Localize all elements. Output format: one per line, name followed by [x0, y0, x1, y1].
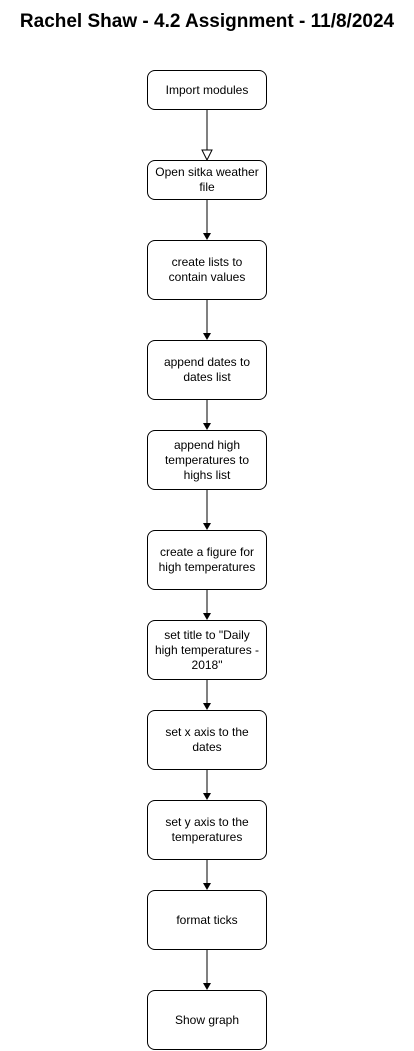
arrowhead-10	[203, 983, 211, 990]
open-arrowhead-1	[201, 149, 213, 162]
step-create-figure: create a figure for high temperatures	[147, 530, 267, 590]
arrowhead-8	[203, 793, 211, 800]
arrowhead-7	[203, 703, 211, 710]
step-set-title: set title to "Daily high temperatures - …	[147, 620, 267, 680]
step-append-dates: append dates to dates list	[147, 340, 267, 400]
step-show-graph: Show graph	[147, 990, 267, 1050]
step-import-modules: Import modules	[147, 70, 267, 110]
arrowhead-5	[203, 523, 211, 530]
step-create-lists: create lists to contain values	[147, 240, 267, 300]
arrowhead-2	[203, 233, 211, 240]
step-format-ticks: format ticks	[147, 890, 267, 950]
step-append-highs: append high temperatures to highs list	[147, 430, 267, 490]
step-open-weather-file: Open sitka weather file	[147, 160, 267, 200]
diagram-title: Rachel Shaw - 4.2 Assignment - 11/8/2024	[19, 11, 395, 32]
step-set-y-axis: set y axis to the temperatures	[147, 800, 267, 860]
step-set-x-axis: set x axis to the dates	[147, 710, 267, 770]
arrowhead-9	[203, 883, 211, 890]
arrowhead-6	[203, 613, 211, 620]
arrowhead-4	[203, 423, 211, 430]
arrowhead-3	[203, 333, 211, 340]
